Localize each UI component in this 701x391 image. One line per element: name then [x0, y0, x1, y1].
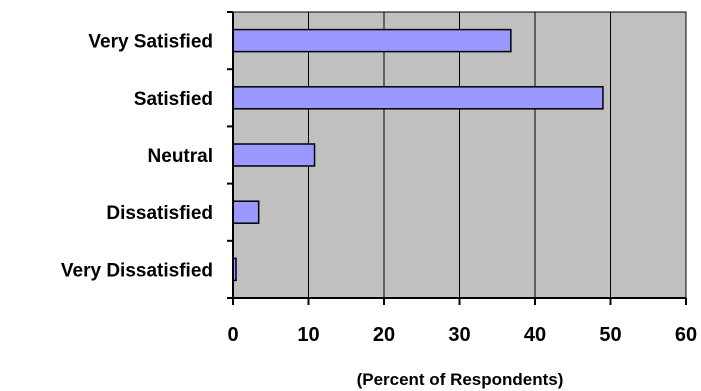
tick-label: 20 — [373, 324, 395, 346]
tick-label: 0 — [227, 324, 238, 346]
tick-labels: 0 10 20 30 40 50 60 — [227, 324, 697, 346]
category-label: Neutral — [148, 146, 213, 167]
tick-label: 50 — [599, 324, 621, 346]
gridlines — [308, 12, 687, 298]
bar — [232, 200, 260, 224]
tick-label: 10 — [297, 324, 319, 346]
category-label: Very Dissatisfied — [61, 260, 213, 281]
tick-label: 60 — [675, 324, 697, 346]
category-label: Satisfied — [134, 89, 213, 110]
x-axis-title: (Percent of Respondents) — [357, 370, 564, 389]
tick-label: 40 — [524, 324, 546, 346]
bar — [232, 143, 316, 167]
category-label: Very Satisfied — [88, 32, 213, 53]
x-axis — [232, 297, 687, 305]
bar — [232, 86, 604, 110]
category-labels: Very Satisfied Satisfied Neutral Dissatisfi… — [61, 32, 213, 282]
tick-label: 30 — [448, 324, 470, 346]
y-axis — [227, 11, 234, 299]
category-label: Dissatisfied — [106, 203, 213, 224]
bar — [232, 28, 512, 53]
